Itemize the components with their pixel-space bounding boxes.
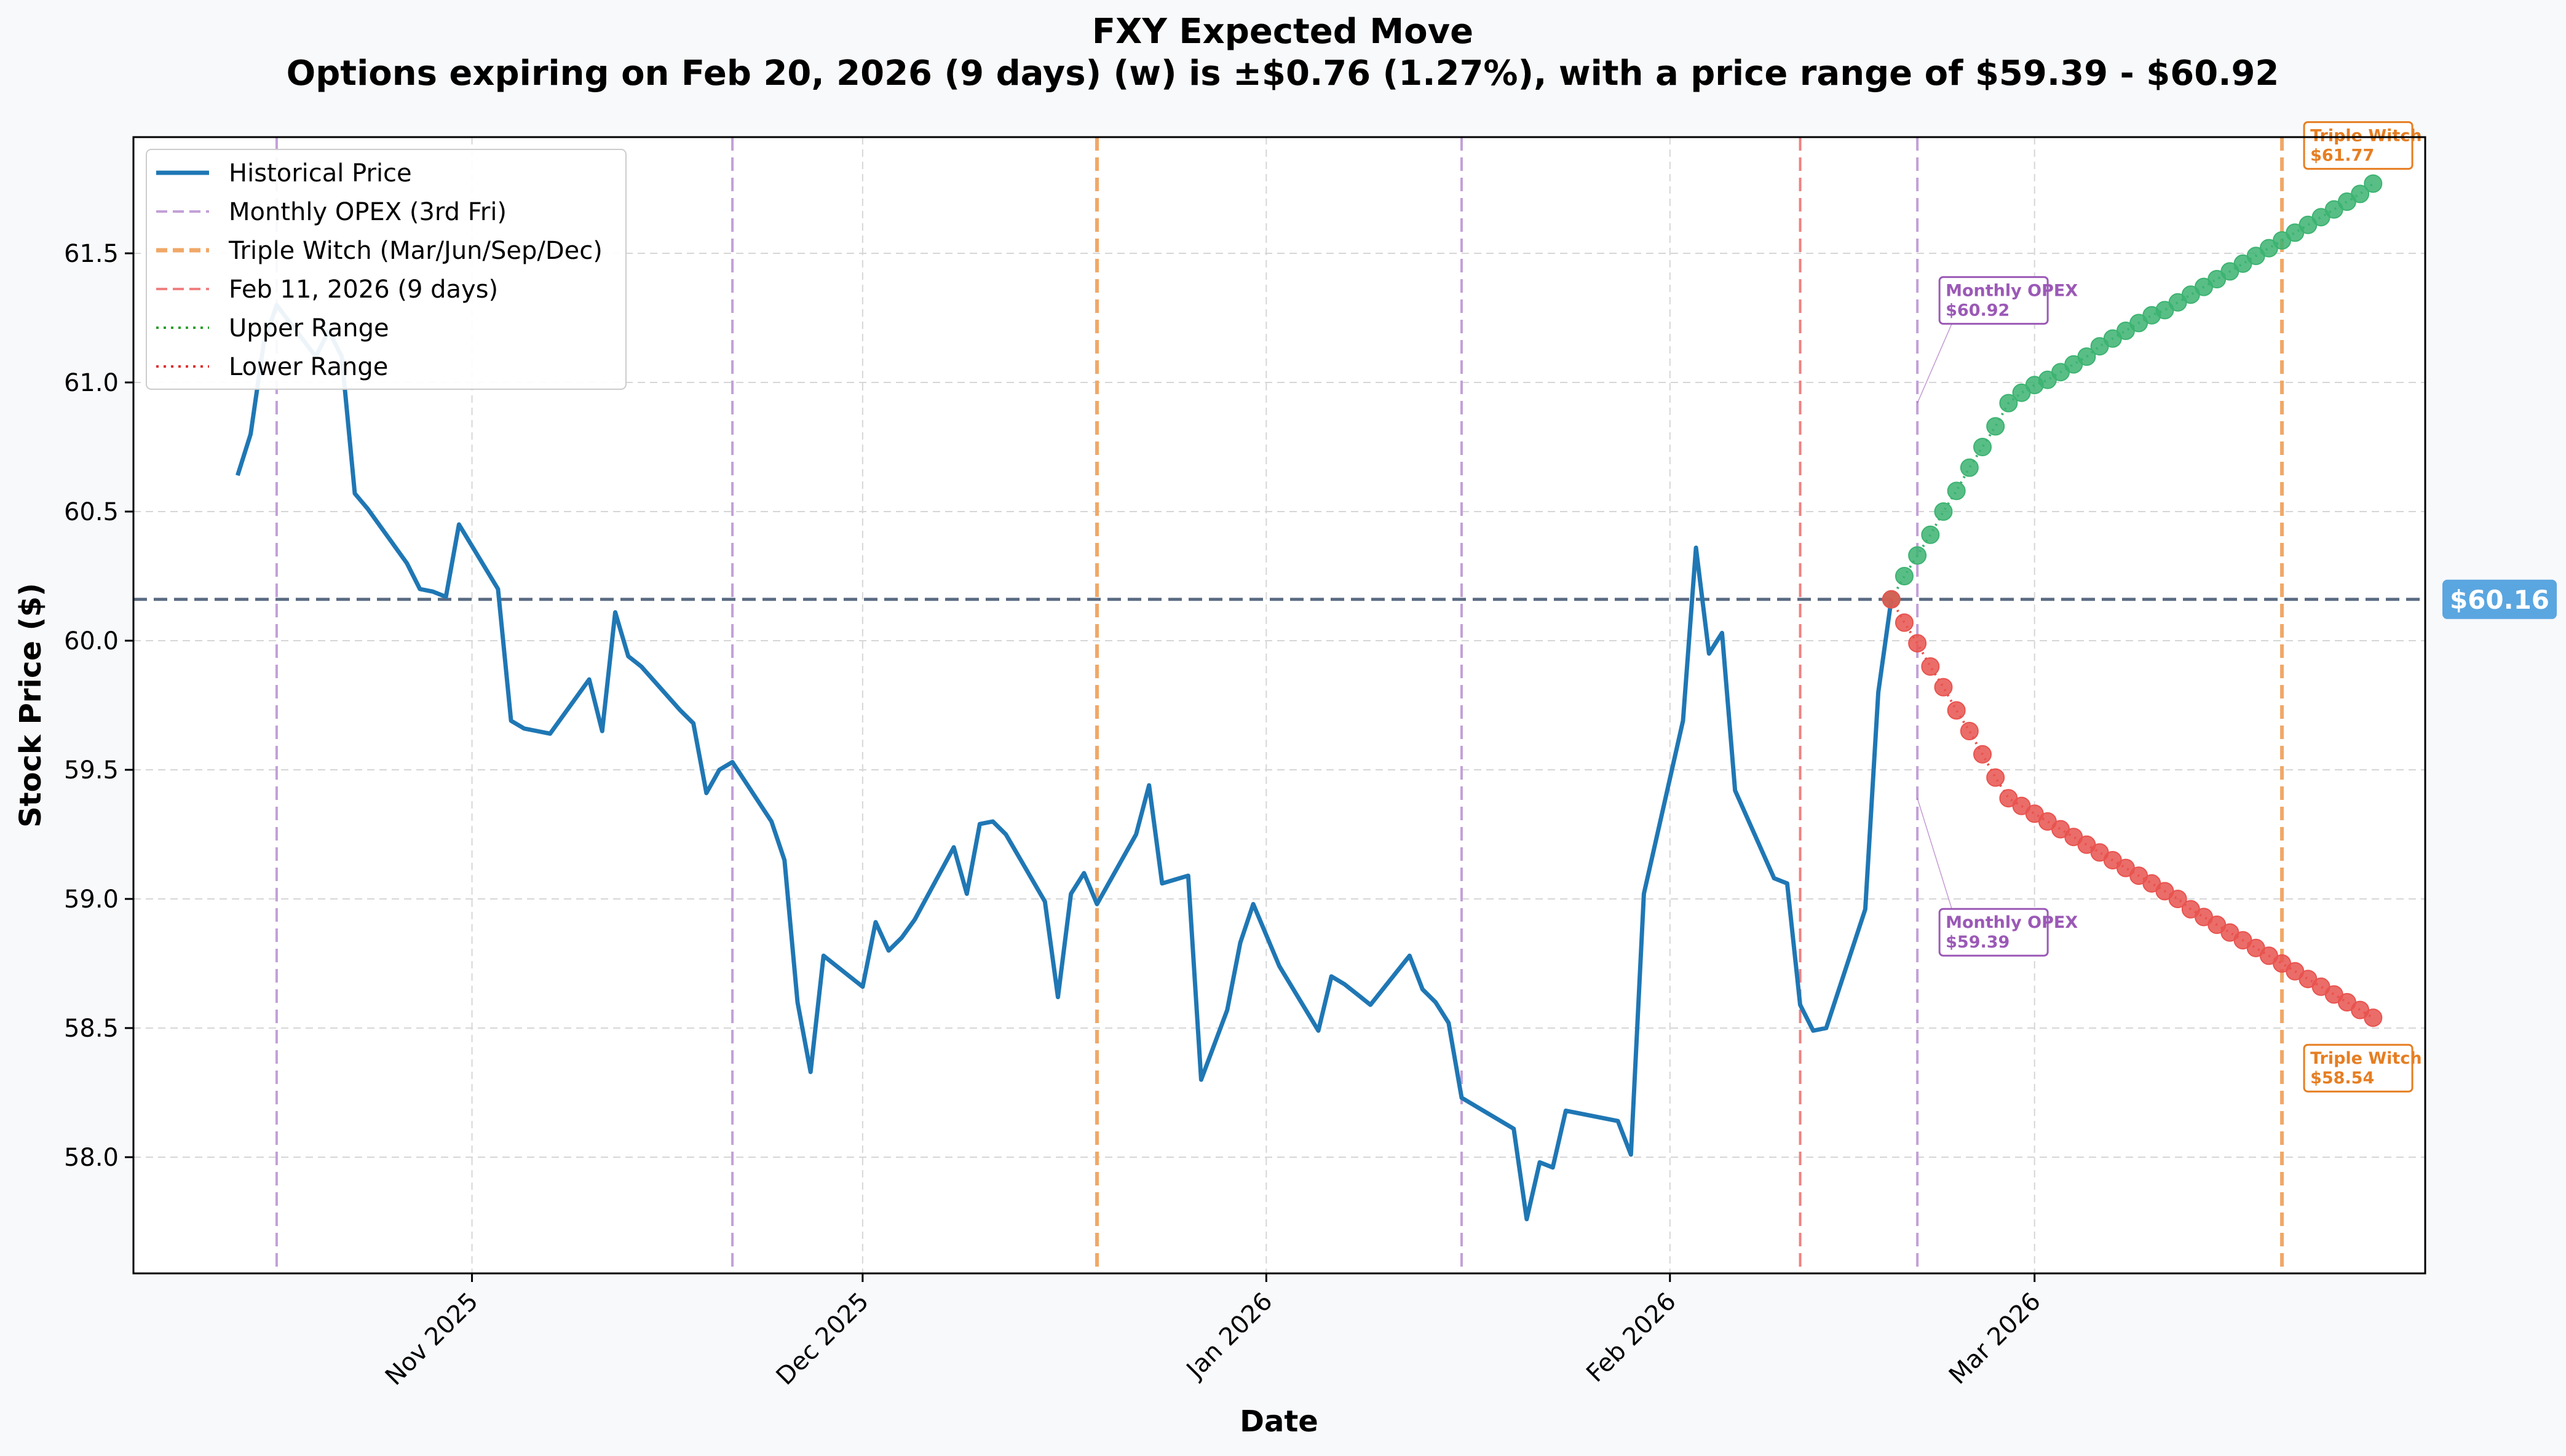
x-tick-label: Dec 2025 (771, 1288, 874, 1391)
lower-range-point (2364, 1008, 2383, 1027)
upper-range-point (1895, 567, 1914, 585)
current-price-badge: $60.16 (2442, 579, 2557, 619)
annotation-title: Monthly OPEX (1946, 282, 2078, 301)
y-axis: 58.0 58.5 59.0 59.5 60.0 60.5 61.0 61.5 (64, 240, 133, 1172)
price-series (236, 174, 2383, 1222)
annotation-box (1938, 908, 2049, 957)
lower-range-point (1895, 613, 1914, 632)
lower-range-point (1934, 678, 1953, 697)
annotation: Triple Witch$58.54 (2303, 1043, 2422, 1093)
upper-range-point (2364, 174, 2383, 193)
upper-range-point (2077, 347, 2096, 366)
upper-range-point (1934, 502, 1953, 521)
historical-price-line (236, 303, 1894, 1222)
upper-range-point (2351, 184, 2370, 204)
upper-range-point (1921, 525, 1940, 544)
legend: Historical Price Monthly OPEX (3rd Fri) Tr… (146, 149, 627, 390)
upper-range-point (1908, 546, 1927, 565)
lower-range-point (1947, 701, 1966, 720)
legend-label: Feb 11, 2026 (9 days) (229, 275, 498, 304)
legend-label: Triple Witch (Mar/Jun/Sep/Dec) (228, 237, 603, 265)
annotation: Monthly OPEX$59.39 (1917, 797, 2078, 957)
y-axis-label: Stock Price ($) (14, 583, 48, 828)
annotation-box (2303, 121, 2414, 170)
current-price-badge-box (2442, 579, 2557, 619)
y-tick-label: 58.5 (64, 1015, 119, 1043)
y-tick-label: 61.5 (64, 240, 119, 268)
lower-range-point (1882, 590, 1901, 609)
legend-label: Upper Range (229, 314, 389, 342)
annotation-value: $61.77 (2310, 146, 2374, 165)
annotation-value: $60.92 (1946, 301, 2010, 320)
legend-box (146, 149, 627, 390)
x-axis-label: Date (1240, 1404, 1318, 1439)
y-tick-label: 60.0 (64, 627, 119, 655)
current-price-badge-label: $60.16 (2450, 585, 2549, 615)
y-tick-label: 59.0 (64, 885, 119, 914)
annotation-box (1938, 276, 2049, 325)
chart-subtitle: Options expiring on Feb 20, 2026 (9 days… (287, 53, 2279, 93)
x-tick-label: Mar 2026 (1944, 1288, 2046, 1390)
lower-range-point (1908, 634, 1927, 653)
annotation-leader (1917, 323, 1952, 403)
y-tick-label: 58.0 (64, 1144, 119, 1172)
y-tick-label: 60.5 (64, 498, 119, 526)
upper-range-point (1947, 481, 1966, 501)
upper-range-point (1999, 394, 2018, 413)
annotation-value: $59.39 (1946, 933, 2010, 952)
y-tick-label: 61.0 (64, 369, 119, 397)
upper-range-point (1960, 458, 1979, 477)
annotation-title: Monthly OPEX (1946, 913, 2078, 932)
legend-label: Monthly OPEX (3rd Fri) (229, 198, 507, 226)
x-tick-label: Feb 2026 (1581, 1288, 1682, 1388)
plot-frame (132, 136, 2426, 1275)
upper-range-point (1986, 417, 2005, 436)
annotation-title: Triple Witch (2310, 127, 2422, 146)
lower-range-point (1986, 768, 2005, 787)
annotation-box (2303, 1043, 2414, 1093)
x-tick-label: Nov 2025 (380, 1288, 484, 1391)
legend-label: Historical Price (229, 159, 412, 188)
annotation: Triple Witch$61.77 (2303, 121, 2422, 170)
lower-range-point (2168, 890, 2187, 908)
annotation: Monthly OPEX$60.92 (1917, 276, 2078, 403)
upper-range-point (1973, 438, 1992, 456)
lower-range-point (1960, 722, 1979, 740)
lower-range-point (1921, 657, 1940, 676)
annotation-value: $58.54 (2310, 1069, 2374, 1088)
annotation-title: Triple Witch (2310, 1049, 2422, 1068)
lower-range-point (1973, 745, 1992, 764)
x-axis: Nov 2025 Dec 2025 Jan 2026 Feb 2026 Mar 2026 (380, 1273, 2046, 1391)
x-tick-label: Jan 2026 (1180, 1288, 1278, 1385)
chart-title: FXY Expected Move (1092, 12, 1473, 52)
annotation-leader (1917, 797, 1952, 909)
legend-label: Lower Range (229, 353, 388, 381)
y-tick-label: 59.5 (64, 756, 119, 785)
